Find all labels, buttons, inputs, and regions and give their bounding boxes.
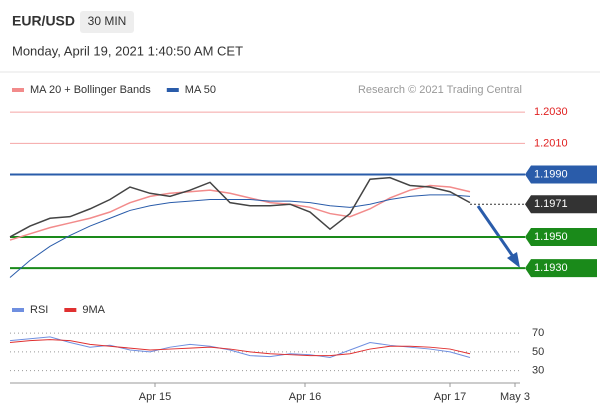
level-label: 1.1971 (534, 198, 568, 210)
rsi-line (9, 339, 471, 357)
forecast-arrowhead (507, 252, 520, 268)
level-label: 1.1950 (534, 231, 568, 243)
timeframe: 30 MIN (88, 14, 127, 28)
legend-swatch (12, 88, 24, 92)
legend-label: 9MA (82, 304, 105, 316)
level-label: 1.1990 (534, 168, 568, 180)
symbol: EUR/USD (12, 13, 75, 29)
x-tick-label: Apr 15 (139, 391, 171, 403)
legend-swatch (64, 308, 77, 312)
y-tick-label: 70 (532, 327, 544, 339)
price-line (9, 176, 471, 238)
datetime: Monday, April 19, 2021 1:40:50 AM CET (12, 43, 243, 58)
source: Research © 2021 Trading Central (358, 84, 522, 96)
legend-label: MA 20 + Bollinger Bands (30, 84, 151, 96)
timeframe-badge (80, 11, 134, 33)
level-label: 1.2030 (534, 106, 568, 118)
ma-line (9, 184, 471, 241)
y-tick-label: 30 (532, 365, 544, 377)
x-tick-label: Apr 17 (434, 391, 466, 403)
forecast-arrow (476, 205, 516, 259)
level-label: 1.1930 (534, 262, 568, 274)
legend-swatch (166, 88, 179, 92)
x-tick-label: Apr 16 (289, 391, 321, 403)
y-tick-label: 50 (532, 346, 544, 358)
legend-label: RSI (30, 304, 48, 316)
legend-label: MA 50 (185, 84, 216, 96)
level-box (525, 195, 597, 214)
level-box (525, 165, 597, 184)
x-tick-label: May 3 (500, 391, 530, 403)
level-box (525, 227, 597, 246)
rsi-line (9, 336, 471, 359)
level-box (525, 259, 597, 278)
legend-swatch (12, 308, 24, 312)
level-label: 1.2010 (534, 137, 568, 149)
ma-line (9, 194, 471, 278)
